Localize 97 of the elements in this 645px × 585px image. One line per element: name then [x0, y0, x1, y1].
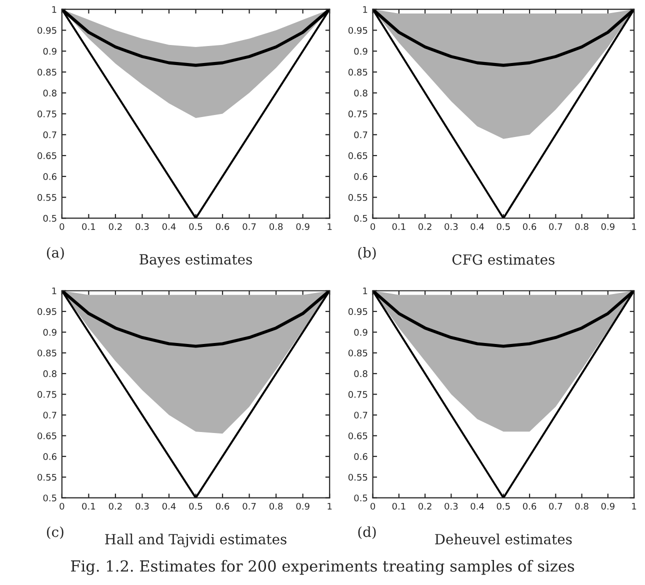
x-tick-label: 0.8 — [575, 502, 588, 510]
y-tick-label: 0.75 — [348, 110, 368, 118]
y-tick-label: 0.9 — [43, 328, 56, 336]
y-tick-label: 0.55 — [38, 194, 56, 201]
x-tick-label: 1 — [328, 502, 332, 510]
y-tick-label: 0.75 — [348, 391, 368, 398]
y-tick-label: 0.6 — [43, 173, 56, 180]
x-tick-label: 0.7 — [242, 502, 256, 510]
x-tick-label: 0.1 — [392, 502, 406, 510]
x-tick-label: 0.1 — [392, 223, 406, 230]
y-tick-label: 0.75 — [38, 110, 56, 118]
x-tick-label: 0.2 — [108, 223, 122, 230]
x-tick-label: 0.4 — [162, 223, 176, 230]
x-tick-label: 0.4 — [162, 502, 176, 510]
x-tick-label: 0.3 — [444, 502, 458, 510]
y-tick-label: 0.55 — [348, 194, 368, 201]
x-tick-label: 0.3 — [136, 223, 149, 230]
x-tick-label: 0.5 — [189, 223, 202, 230]
x-tick-label: 0.2 — [418, 223, 432, 230]
y-tick-label: 0.8 — [354, 90, 368, 96]
y-tick-label: 0.5 — [354, 494, 368, 502]
y-tick-label: 0.6 — [354, 173, 368, 180]
y-tick-label: 0.95 — [348, 308, 368, 316]
x-tick-label: 0.8 — [269, 502, 283, 510]
x-tick-label: 0.4 — [470, 223, 484, 230]
y-tick-label: 0.65 — [348, 152, 368, 160]
x-tick-label: 0.2 — [108, 502, 122, 510]
x-tick-label: 0 — [370, 502, 376, 510]
y-tick-label: 0.8 — [354, 370, 368, 378]
x-tick-label: 0.3 — [136, 502, 149, 510]
y-tick-label: 0.9 — [354, 328, 368, 336]
x-tick-label: 0.1 — [82, 223, 96, 230]
x-axis-title: Bayes estimates — [140, 254, 252, 268]
x-tick-label: 0.9 — [296, 223, 310, 230]
x-tick-label: 0.6 — [522, 502, 536, 510]
text: (d) — [358, 526, 376, 540]
x-tick-label: 0.5 — [496, 223, 510, 230]
x-tick-label: 0.5 — [496, 502, 510, 510]
y-tick-label: 0.75 — [38, 391, 56, 398]
y-tick-label: 0.8 — [43, 370, 56, 378]
x-tick-label: 0.2 — [418, 502, 432, 510]
y-tick-label: 0.7 — [43, 131, 56, 138]
y-tick-label: 0.65 — [348, 432, 368, 440]
y-tick-label: 0.6 — [354, 453, 368, 460]
y-tick-label: 0.7 — [43, 412, 56, 419]
y-tick-label: 1 — [52, 6, 56, 13]
y-tick-label: 0.95 — [348, 26, 368, 34]
text: (c) — [46, 526, 64, 540]
y-tick-label: 0.65 — [38, 152, 56, 160]
x-tick-label: 0.6 — [216, 223, 230, 230]
text: (b) — [358, 246, 376, 260]
x-tick-label: 0.7 — [242, 223, 256, 230]
y-tick-label: 1 — [363, 6, 368, 13]
y-tick-label: 0.55 — [348, 474, 368, 481]
y-tick-label: 0.85 — [348, 350, 368, 356]
x-tick-label: 0.9 — [601, 502, 614, 510]
x-axis-title: CFG estimates — [452, 254, 554, 265]
y-tick-label: 0.85 — [348, 68, 368, 76]
x-tick-label: 0.9 — [296, 502, 310, 510]
x-tick-label: 0.7 — [549, 502, 562, 510]
y-tick-label: 0.55 — [38, 474, 56, 481]
y-tick-label: 0.5 — [43, 494, 56, 502]
y-tick-label: 0.6 — [43, 453, 56, 460]
y-tick-label: 0.95 — [38, 308, 56, 316]
y-tick-label: 1 — [52, 288, 56, 294]
y-tick-label: 0.5 — [43, 214, 56, 222]
x-tick-label: 0.1 — [82, 502, 96, 510]
caption: Fig. 1.2. Estimates for 200 experiments treating samples of sizes — [71, 560, 574, 575]
y-tick-label: 0.7 — [354, 412, 368, 419]
x-axis-title: Hall and Tajvidi estimates — [105, 534, 286, 548]
x-tick-label: 0 — [370, 223, 376, 230]
x-tick-label: 1 — [632, 223, 636, 230]
y-tick-label: 0.85 — [38, 350, 56, 356]
y-tick-label: 0.65 — [38, 432, 56, 440]
x-tick-label: 0.7 — [549, 223, 562, 230]
y-tick-label: 0.9 — [354, 48, 368, 55]
x-tick-label: 1 — [632, 502, 636, 510]
text: (a) — [46, 246, 64, 260]
x-axis-title: Deheuvel estimates — [435, 534, 572, 544]
x-tick-label: 0 — [60, 502, 64, 510]
x-tick-label: 0.5 — [189, 502, 202, 510]
y-tick-label: 0.7 — [354, 131, 368, 138]
x-tick-label: 1 — [328, 223, 332, 230]
y-tick-label: 0.8 — [43, 90, 56, 96]
x-tick-label: 0 — [60, 223, 64, 230]
x-tick-label: 0.6 — [216, 502, 230, 510]
x-tick-label: 0.3 — [444, 223, 458, 230]
x-tick-label: 0.8 — [269, 223, 283, 230]
y-tick-label: 1 — [363, 288, 368, 294]
x-tick-label: 0.4 — [470, 502, 484, 510]
y-tick-label: 0.5 — [354, 214, 368, 222]
x-tick-label: 0.6 — [522, 223, 536, 230]
x-tick-label: 0.9 — [601, 223, 614, 230]
y-tick-label: 0.85 — [38, 68, 56, 76]
y-tick-label: 0.95 — [38, 26, 56, 34]
x-tick-label: 0.8 — [575, 223, 588, 230]
y-tick-label: 0.9 — [43, 48, 56, 55]
